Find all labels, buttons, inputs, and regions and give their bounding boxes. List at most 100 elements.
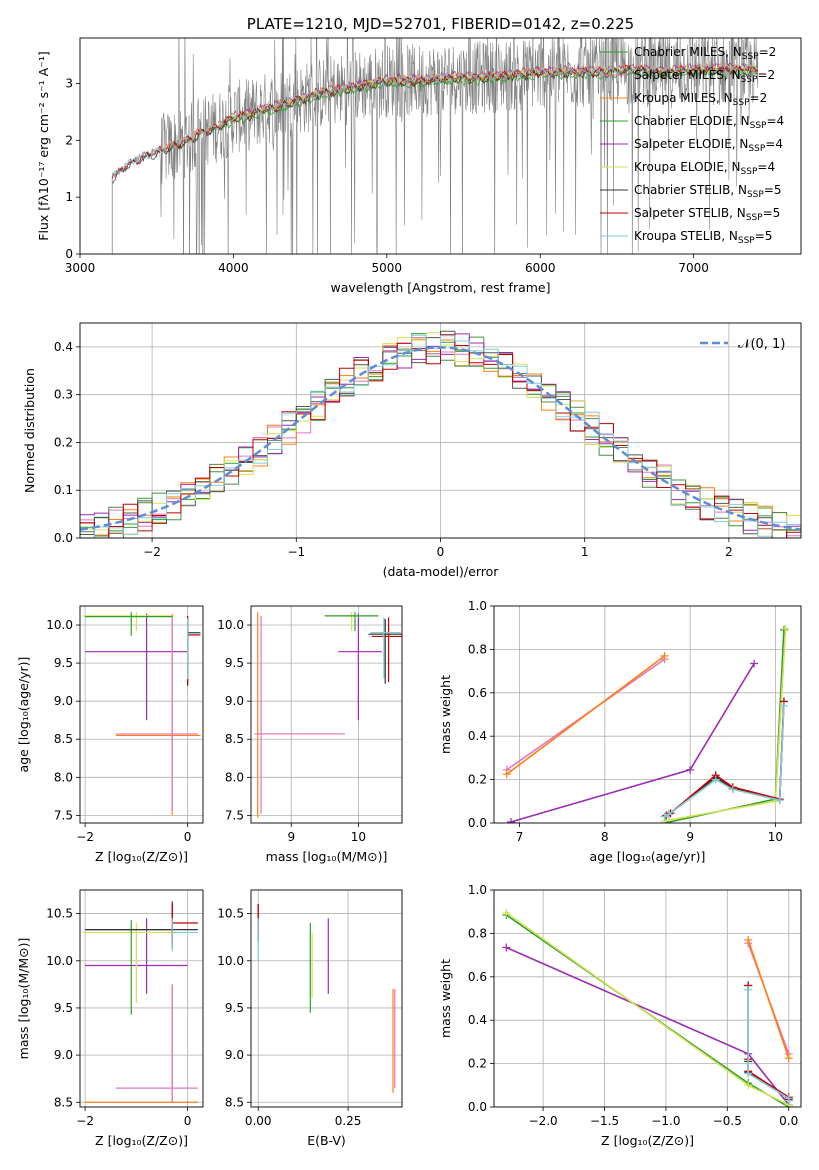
x-tick-label: −2 (76, 830, 94, 844)
legend-label: 𝒩(0, 1) (738, 337, 785, 352)
legend-label: Chabrier ELODIE, NSSP=4 (634, 114, 784, 131)
error-bar-point (257, 612, 339, 818)
axes-frame (493, 605, 802, 824)
axes-frame (79, 889, 204, 1108)
y-tick-label: 0.4 (54, 340, 73, 354)
y-tick-label: 0.0 (468, 816, 487, 830)
x-axis-label: age [log₁₀(age/yr)] (590, 849, 706, 864)
axis-group: 7 8 9 10 0.0 0.2 0.4 0.6 0.8 1.0 age [log₁₀(age/yr… (438, 599, 783, 864)
y-tick-label: 0.0 (468, 1100, 487, 1114)
y-tick-label: 0.0 (54, 531, 73, 545)
weight-line (664, 628, 787, 822)
plus-marker (686, 765, 695, 774)
legend-label: Chabrier STELIB, NSSP=5 (634, 183, 782, 200)
x-axis-label: Z [log₁₀(Z/Z⊙)] (95, 1133, 188, 1148)
y-tick-label: 10.0 (46, 954, 73, 968)
model-line (218, 63, 758, 128)
y-tick-label: 10.5 (46, 907, 73, 921)
x-tick-label: −1.5 (590, 1114, 619, 1128)
x-axis-label: wavelength [Angstrom, rest frame] (330, 280, 550, 295)
plus-marker (660, 651, 669, 660)
axes-frame (79, 37, 802, 255)
x-tick-label: 0 (184, 1114, 192, 1128)
axes-age_vs_Z: −2 0 7.5 8.0 8.5 9.0 9.5 10.0 Z [log₁₀(Z/Z⊙)] age… (16, 605, 204, 864)
y-tick-label: 8.5 (225, 732, 244, 746)
plot-area (251, 890, 402, 1107)
axis-group: −2.0 −1.5 −1.0 −0.5 0.0 0.0 0.2 0.4 0.6 0.8 1.0 Z [… (438, 883, 798, 1148)
plus-marker (660, 812, 669, 821)
y-axis-label: mass weight (438, 959, 453, 1038)
axis-group: −2 0 7.5 8.0 8.5 9.0 9.5 10.0 Z [log₁₀(Z/Z⊙)] age… (16, 618, 191, 864)
y-axis-label: age [log₁₀(age/yr)] (16, 657, 31, 773)
plus-marker (784, 1054, 793, 1063)
y-tick-label: 8.0 (225, 770, 244, 784)
error-bar-point (85, 920, 173, 1015)
x-tick-label: 0.0 (779, 1114, 798, 1128)
error-bar-point (187, 617, 201, 686)
error-bar-point (115, 984, 198, 1103)
legend: Chabrier MILES, NSSP=2 Salpeter MILES, NS… (600, 45, 784, 246)
legend-label: Salpeter STELIB, NSSP=5 (634, 206, 780, 223)
x-tick-label: 2 (725, 545, 733, 559)
x-tick-label: −1 (287, 545, 305, 559)
error-bar-point (187, 615, 201, 685)
x-tick-label: 5000 (372, 261, 403, 275)
y-tick-label: 0.6 (468, 970, 487, 984)
plot-area (80, 890, 203, 1107)
legend-label: Chabrier MILES, NSSP=2 (634, 45, 776, 62)
axes-age_vs_mass: 9 10 7.5 8.0 8.5 9.0 9.5 10.0 mass [log₁₀(M/M⊙)] (217, 605, 403, 864)
error-bar-point (82, 612, 175, 632)
plus-marker (744, 985, 753, 994)
chart-title: PLATE=1210, MJD=52701, FIBERID=0142, z=0… (247, 15, 634, 33)
plot-area (251, 606, 402, 823)
axis-group: 3000 4000 5000 6000 7000 0 1 2 3 wavelength [Angs… (36, 15, 709, 295)
error-bar-point (82, 923, 175, 1004)
x-axis-label: Z [log₁₀(Z/Z⊙)] (601, 1133, 694, 1148)
gaussian-curve (80, 346, 801, 531)
x-axis-label: E(B-V) (307, 1133, 346, 1148)
plus-marker (711, 775, 720, 784)
x-tick-label: −0.5 (713, 1114, 742, 1128)
x-tick-label: 4000 (218, 261, 249, 275)
y-tick-label: 0.2 (468, 1057, 487, 1071)
y-axis-label: mass [log₁₀(M/M⊙)] (16, 938, 31, 1060)
x-tick-label: 10 (351, 830, 366, 844)
error-bar-point (85, 612, 173, 636)
spectrum-data-line (111, 38, 759, 254)
x-tick-label: 3000 (65, 261, 96, 275)
plus-marker (775, 796, 784, 805)
x-tick-label: 9 (686, 830, 694, 844)
y-tick-label: 2 (65, 133, 73, 147)
axis-group: 0.00 0.25 8.5 9.0 9.5 10.0 10.5 E(B-V) (217, 907, 361, 1148)
y-tick-label: 9.5 (225, 656, 244, 670)
weight-line (664, 629, 785, 823)
y-tick-label: 9.0 (54, 694, 73, 708)
model-line (162, 64, 758, 153)
x-tick-label: 0 (437, 545, 445, 559)
y-tick-label: 8.5 (54, 1095, 73, 1109)
plus-marker (728, 785, 737, 794)
y-tick-label: 0.8 (468, 926, 487, 940)
weight-line (664, 701, 785, 818)
plus-marker (507, 817, 516, 823)
y-tick-label: 9.5 (225, 1001, 244, 1015)
x-tick-label: 7 (516, 830, 524, 844)
error-bar-point (171, 904, 198, 942)
plus-marker (781, 624, 790, 633)
y-tick-label: 9.0 (225, 694, 244, 708)
legend: 𝒩(0, 1) (700, 337, 785, 352)
error-bar-point (171, 918, 198, 952)
y-tick-label: 8.5 (225, 1095, 244, 1109)
y-tick-label: 0.4 (468, 729, 487, 743)
x-tick-label: −2.0 (529, 1114, 558, 1128)
x-tick-label: 10 (768, 830, 783, 844)
y-tick-label: 0.3 (54, 388, 73, 402)
y-tick-label: 9.5 (54, 656, 73, 670)
plus-marker (502, 770, 511, 779)
y-axis-label: Flux [fλ10⁻¹⁷ erg cm⁻² s⁻¹ A⁻¹] (36, 51, 51, 240)
x-tick-label: −1.0 (651, 1114, 680, 1128)
plus-marker (744, 1069, 753, 1078)
plus-marker (502, 908, 511, 917)
plot-area (80, 606, 203, 823)
